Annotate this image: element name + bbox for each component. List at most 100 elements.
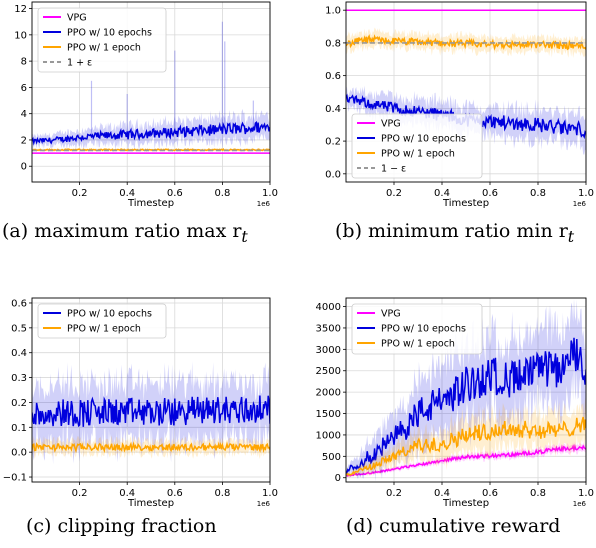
y-tick-label: 4000	[316, 302, 341, 313]
y-tick-label: 0	[21, 162, 27, 173]
y-tick-label: 10	[14, 30, 27, 41]
legend-box	[37, 303, 167, 339]
series-vpg-band	[346, 441, 586, 478]
y-tick-label: 0	[335, 473, 341, 484]
chart-1: 0.2 0.4 0.6 0.8 1.0 0.0 0.2 0.4 0.6 0.8 1.0 Timeste…	[325, 1, 594, 209]
legend-label: PPO w/ 1 epoch	[381, 149, 455, 160]
x-tick-label: 0.6	[482, 488, 498, 499]
x-axis-label: Timestep	[127, 198, 174, 209]
x-axis-label: Timestep	[127, 498, 174, 509]
x-tick-label: 0.8	[214, 188, 230, 199]
caption-b-text: (b) minimum ratio min r	[335, 220, 568, 242]
y-tick-label: 1.0	[325, 6, 341, 17]
chart-3: 0.2 0.4 0.6 0.8 1.0 0 500 1000 1500 2000 2500 3000 3…	[316, 297, 594, 509]
x-tick-label: 0.6	[167, 488, 183, 499]
legend: VPG PPO w/ 10 epochs PPO w/ 1 epoch	[351, 303, 483, 355]
legend-label: PPO w/ 1 epoch	[381, 339, 455, 350]
series-ppo-w-10-epochs-band	[32, 108, 270, 152]
caption-b-subscript: t	[567, 226, 575, 246]
y-tick-label: 2500	[316, 366, 341, 377]
y-tick-label: 0.6	[11, 298, 27, 309]
y-tick-label: 0.0	[11, 448, 27, 459]
x-axis-label: Timestep	[442, 198, 489, 209]
y-tick-label: 2	[21, 135, 27, 146]
x-tick-label: 0.4	[434, 188, 450, 199]
legend: PPO w/ 10 epochs PPO w/ 1 epoch	[37, 303, 167, 339]
legend-label: PPO w/ 10 epochs	[381, 134, 466, 145]
legend-label: PPO w/ 10 epochs	[67, 28, 152, 39]
legend-label: PPO w/ 10 epochs	[381, 324, 466, 335]
y-tick-label: 12	[14, 4, 27, 15]
caption-a-text: (a) maximum ratio max r	[2, 220, 242, 242]
legend-label: 1 − ε	[381, 164, 406, 175]
y-tick-label: 0.2	[11, 398, 27, 409]
legend-label: PPO w/ 1 epoch	[67, 324, 141, 335]
caption-d-text: (d) cumulative reward	[346, 515, 561, 537]
legend-label: PPO w/ 1 epoch	[67, 43, 141, 54]
y-tick-label: 3500	[316, 323, 341, 334]
legend-label: VPG	[381, 309, 401, 320]
y-tick-label: 0.5	[11, 323, 27, 334]
y-tick-label: 0.6	[325, 71, 341, 82]
caption-b: (b) minimum ratio min rt	[335, 220, 574, 246]
x-offset-label: 1e6	[257, 200, 271, 208]
x-tick-label: 1.0	[578, 188, 594, 199]
legend-box	[37, 7, 167, 73]
legend-label: 1 + ε	[67, 58, 92, 69]
series-ppo-w-10-epochs-line	[32, 395, 270, 428]
legend-label: PPO w/ 10 epochs	[67, 309, 152, 320]
caption-a: (a) maximum ratio max rt	[2, 220, 248, 246]
x-tick-label: 0.4	[119, 188, 135, 199]
plot-area	[32, 361, 270, 465]
y-tick-label: 500	[322, 452, 341, 463]
x-tick-label: 0.4	[434, 488, 450, 499]
legend: VPG PPO w/ 10 epochs PPO w/ 1 epoch 1 − ε	[351, 113, 483, 179]
chart-2: 0.2 0.4 0.6 0.8 1.0 −0.1 0.0 0.1 0.2 0.3 0.4 0.5 0.6…	[3, 297, 278, 509]
x-tick-label: 0.2	[72, 188, 88, 199]
plot-area	[346, 298, 586, 482]
y-tick-label: 1500	[316, 409, 341, 420]
chart-0: 0.2 0.4 0.6 0.8 1.0 0 2 4 6 8 10 12 Timestep 1e6 VPG PP…	[14, 1, 278, 209]
x-tick-label: 1.0	[262, 488, 278, 499]
x-tick-label: 0.8	[214, 488, 230, 499]
series-ppo-w-1-epoch-line	[32, 148, 270, 152]
series-ppo-w-10-epochs-line	[32, 120, 270, 146]
legend: VPG PPO w/ 10 epochs PPO w/ 1 epoch 1 + ε	[37, 7, 167, 73]
legend-box	[351, 113, 483, 179]
x-tick-label: 0.6	[167, 188, 183, 199]
x-offset-label: 1e6	[257, 500, 271, 508]
y-tick-label: 6	[21, 83, 27, 94]
legend-box	[351, 303, 483, 355]
y-tick-label: 0.1	[11, 423, 27, 434]
y-tick-label: −0.1	[3, 473, 27, 484]
caption-c-text: (c) clipping fraction	[26, 515, 217, 537]
x-axis-label: Timestep	[442, 498, 489, 509]
x-tick-label: 1.0	[578, 488, 594, 499]
y-tick-label: 8	[21, 57, 27, 68]
x-tick-label: 0.2	[386, 488, 402, 499]
y-tick-label: 1000	[316, 430, 341, 441]
x-tick-label: 0.4	[119, 488, 135, 499]
x-tick-label: 0.2	[386, 188, 402, 199]
y-tick-label: 0.2	[325, 137, 341, 148]
legend-label: VPG	[67, 13, 87, 24]
plot-frame	[31, 297, 271, 483]
series-ppo-w-10-epochs-line	[346, 337, 586, 474]
y-tick-label: 4	[21, 109, 27, 120]
series-ppo-w-1-epoch-line	[346, 416, 586, 477]
caption-a-subscript: t	[241, 226, 248, 246]
x-tick-label: 0.6	[482, 188, 498, 199]
x-offset-label: 1e6	[573, 200, 587, 208]
y-tick-label: 0.3	[11, 373, 27, 384]
plot-area	[32, 21, 270, 154]
y-tick-label: 0.4	[11, 348, 27, 359]
x-tick-label: 1.0	[262, 188, 278, 199]
series-ppo-w-1-epoch-band	[32, 435, 270, 460]
x-tick-label: 0.8	[530, 188, 546, 199]
caption-c: (c) clipping fraction	[26, 515, 217, 537]
y-tick-label: 0.4	[325, 104, 341, 115]
y-tick-label: 2000	[316, 388, 341, 399]
x-tick-label: 0.8	[530, 488, 546, 499]
series-ppo-w-1-epoch-line	[32, 441, 270, 454]
